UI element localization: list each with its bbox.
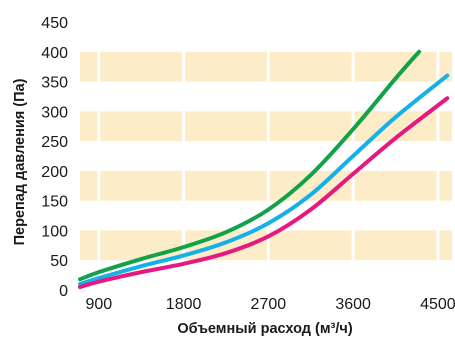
plot-background <box>80 22 452 290</box>
x-tick-label: 4500 <box>420 296 455 313</box>
y-tick-label: 350 <box>41 75 68 92</box>
y-tick-label: 200 <box>41 164 68 181</box>
y-axis-ticks: 0 50 100 150 200 250 300 350 400 450 <box>41 15 68 300</box>
series-line-3 <box>78 96 450 290</box>
series-line-1 <box>78 49 422 282</box>
x-axis-ticks: 900 1800 2700 3600 4500 <box>85 296 455 313</box>
background-band <box>80 111 452 142</box>
x-tick-label: 1800 <box>166 296 202 313</box>
series-layer <box>78 49 450 290</box>
y-tick-label: 300 <box>41 104 68 121</box>
x-tick-label: 3600 <box>335 296 371 313</box>
x-axis-title: Объемный расход (м³/ч) <box>177 321 353 337</box>
series-line-2 <box>78 73 450 287</box>
y-axis-title: Перепад давления (Па) <box>12 78 28 245</box>
y-tick-label: 250 <box>41 134 68 151</box>
y-tick-label: 450 <box>41 15 68 32</box>
y-tick-label: 150 <box>41 194 68 211</box>
y-tick-label: 50 <box>50 253 68 270</box>
y-tick-label: 400 <box>41 45 68 62</box>
y-tick-label: 0 <box>59 283 68 300</box>
background-band <box>80 170 452 201</box>
background-band <box>80 230 452 261</box>
y-tick-label: 100 <box>41 223 68 240</box>
x-tick-label: 900 <box>85 296 112 313</box>
background-band <box>80 51 452 82</box>
x-tick-label: 2700 <box>251 296 287 313</box>
